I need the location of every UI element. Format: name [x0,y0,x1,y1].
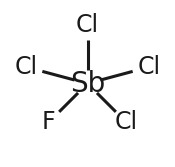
Text: Cl: Cl [137,55,160,79]
Text: Cl: Cl [76,13,99,37]
Text: Cl: Cl [115,110,138,134]
Text: F: F [42,110,55,134]
Text: Sb: Sb [70,69,105,98]
Text: Cl: Cl [15,55,38,79]
